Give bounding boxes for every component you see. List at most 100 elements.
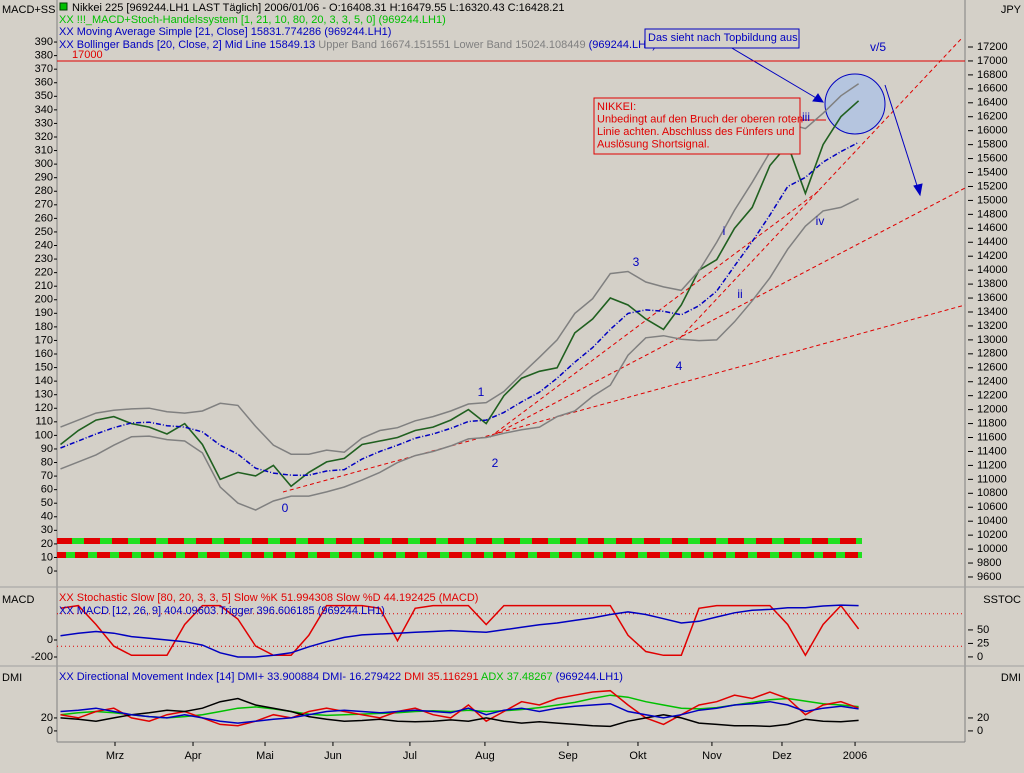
horizontal-line-label: 17000 bbox=[72, 49, 103, 61]
indicator-label-part: XX Moving Average Simple [21, Close] 158… bbox=[59, 26, 391, 38]
y-tick-label: 50 bbox=[41, 497, 53, 509]
y2-tick-label: 11000 bbox=[977, 473, 1007, 485]
y2-tick-label: 16400 bbox=[977, 97, 1008, 109]
indicator-label-part: (969244.LH1) bbox=[553, 671, 623, 683]
series-line bbox=[60, 83, 860, 455]
indicator-label-part: XX MACD [12, 26, 9] 404.09603 Trigger 39… bbox=[59, 605, 385, 617]
wave-label: i bbox=[723, 224, 726, 238]
y2-tick-label: 10800 bbox=[977, 487, 1008, 499]
series-line bbox=[60, 604, 860, 657]
x-tick-label: Aug bbox=[475, 750, 495, 762]
note-box bbox=[593, 97, 801, 155]
y-tick-label: 280 bbox=[35, 185, 53, 197]
y2-tick-label: 16600 bbox=[977, 83, 1008, 95]
y-tick-label: 340 bbox=[35, 104, 53, 116]
y-tick-label: 10 bbox=[41, 551, 53, 563]
series-line bbox=[60, 604, 859, 658]
y-tick-label: 380 bbox=[35, 50, 53, 62]
y-tick-label: 300 bbox=[35, 158, 53, 170]
note-text: Linie achten. Abschluss des Fünfers und bbox=[597, 126, 795, 138]
y2-tick-label: 12400 bbox=[977, 376, 1008, 388]
x-tick-label: Jul bbox=[403, 750, 417, 762]
y2-tick-label: 10400 bbox=[977, 515, 1008, 527]
y-tick-label: 330 bbox=[35, 117, 53, 129]
y-tick-label: 0 bbox=[47, 565, 53, 577]
y2-tick-label: 13400 bbox=[977, 306, 1008, 318]
wave-label: v/5 bbox=[870, 40, 886, 54]
y2-tick-label: 12800 bbox=[977, 348, 1008, 360]
y2-tick-label: 9600 bbox=[977, 571, 1001, 583]
trend-line bbox=[679, 37, 963, 339]
series-line bbox=[60, 689, 859, 727]
trend-line bbox=[489, 189, 821, 438]
y-tick-label: 240 bbox=[35, 239, 53, 251]
trend-line bbox=[489, 187, 966, 438]
wave-label: 2 bbox=[492, 456, 499, 470]
indicator-label-part: Upper Band 16674.151551 Lower Band 15024… bbox=[315, 39, 585, 51]
instrument-icon bbox=[59, 2, 68, 11]
y2-tick-label: 12600 bbox=[977, 362, 1008, 374]
y2-tick-label: 11200 bbox=[977, 459, 1007, 471]
y2-axis-label: SSTOC bbox=[983, 594, 1021, 606]
arrow-head bbox=[812, 93, 824, 103]
indicator-label: XX !!!_MACD+Stoch-Handelssystem [1, 21, … bbox=[59, 14, 446, 26]
note-text: Auslösung Shortsignal. bbox=[597, 138, 710, 150]
y-tick-label: 0 bbox=[47, 725, 53, 737]
arrow-head bbox=[913, 183, 923, 197]
y2-tick-label: 16200 bbox=[977, 111, 1008, 123]
indicator-label-part: (969244.LH1) bbox=[586, 39, 656, 51]
series-line bbox=[60, 700, 859, 724]
y-tick-label: 120 bbox=[35, 402, 53, 414]
indicator-label-part: DMI 35.116291 bbox=[401, 671, 478, 683]
wave-label: 0 bbox=[282, 501, 289, 515]
indicator-label: XX Directional Movement Index [14] DMI+ … bbox=[59, 671, 623, 683]
y-tick-label: 170 bbox=[35, 334, 53, 346]
y-tick-label: 250 bbox=[35, 226, 53, 238]
y-tick-label: 150 bbox=[35, 361, 53, 373]
wave-label: ii bbox=[737, 287, 742, 301]
x-tick-label: Okt bbox=[629, 750, 646, 762]
y-tick-label: 130 bbox=[35, 389, 53, 401]
y2-axis-label: DMI bbox=[1001, 672, 1021, 684]
indicator-label: Nikkei 225 [969244.LH1 LAST Täglich] 200… bbox=[72, 2, 565, 14]
y-tick-label: 0 bbox=[47, 634, 53, 646]
y2-tick-label: 15400 bbox=[977, 166, 1008, 178]
y-tick-label: 190 bbox=[35, 307, 53, 319]
y-tick-label: 30 bbox=[41, 524, 53, 536]
y-tick-label: 60 bbox=[41, 484, 53, 496]
y-tick-label: 40 bbox=[41, 511, 53, 523]
y2-tick-label: 50 bbox=[977, 624, 989, 636]
x-tick-label: Mrz bbox=[106, 750, 124, 762]
y2-tick-label: 13200 bbox=[977, 320, 1008, 332]
note-box bbox=[644, 28, 800, 49]
y2-tick-label: 15000 bbox=[977, 194, 1008, 206]
y-tick-label: 220 bbox=[35, 267, 53, 279]
y-tick-label: 140 bbox=[35, 375, 53, 387]
x-tick-label: Apr bbox=[184, 750, 201, 762]
y-tick-label: 310 bbox=[35, 144, 53, 156]
x-tick-label: Sep bbox=[558, 750, 578, 762]
y2-tick-label: 10600 bbox=[977, 501, 1008, 513]
signal-bar bbox=[57, 538, 862, 544]
y2-tick-label: 9800 bbox=[977, 557, 1001, 569]
y-tick-label: 230 bbox=[35, 253, 53, 265]
y-tick-label: 360 bbox=[35, 77, 53, 89]
indicator-label-part: XX !!!_MACD+Stoch-Handelssystem [1, 21, … bbox=[59, 14, 446, 26]
y-tick-label: 100 bbox=[35, 429, 53, 441]
wave-label: 3 bbox=[633, 255, 640, 269]
wave-label: 4 bbox=[676, 359, 683, 373]
y2-tick-label: 14800 bbox=[977, 208, 1008, 220]
x-tick-label: Dez bbox=[772, 750, 792, 762]
y2-tick-label: 13000 bbox=[977, 334, 1008, 346]
y2-tick-label: 17200 bbox=[977, 41, 1008, 53]
y2-tick-label: 13800 bbox=[977, 278, 1008, 290]
series-line bbox=[60, 141, 859, 476]
y2-tick-label: 14600 bbox=[977, 222, 1008, 234]
y-axis-label: MACD bbox=[2, 594, 34, 606]
y-axis-label: MACD+SS bbox=[2, 4, 56, 16]
y2-tick-label: 10000 bbox=[977, 543, 1008, 555]
y-tick-label: -200 bbox=[31, 651, 53, 663]
y-tick-label: 20 bbox=[41, 712, 53, 724]
y2-tick-label: 16800 bbox=[977, 69, 1008, 81]
